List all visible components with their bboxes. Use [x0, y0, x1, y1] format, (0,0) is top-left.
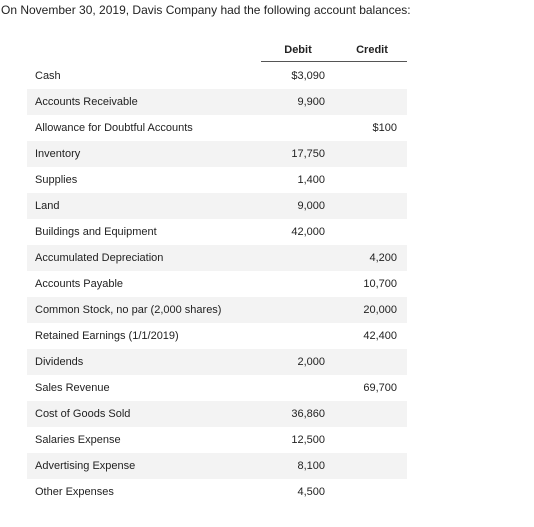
account-name: Accounts Payable: [35, 278, 124, 290]
table-row: Cost of Goods Sold 36,860: [27, 401, 407, 427]
account-name: Advertising Expense: [35, 460, 136, 472]
debit-value: 9,000: [297, 200, 325, 212]
account-name: Sales Revenue: [35, 382, 110, 394]
credit-column-header: Credit: [356, 44, 388, 56]
debit-value: 2,000: [297, 356, 325, 368]
debit-value: 8,100: [297, 460, 325, 472]
account-name: Cost of Goods Sold: [35, 408, 131, 420]
debit-value: 42,000: [291, 226, 325, 238]
table-row: Retained Earnings (1/1/2019) 42,400: [27, 323, 407, 349]
debit-value: 17,750: [291, 148, 325, 160]
table-row: Land 9,000: [27, 193, 407, 219]
table-row: Advertising Expense 8,100: [27, 453, 407, 479]
table-row: Supplies 1,400: [27, 167, 407, 193]
table-header: Debit Credit: [27, 40, 407, 62]
table-row: Accumulated Depreciation 4,200: [27, 245, 407, 271]
table-row: Sales Revenue 69,700: [27, 375, 407, 401]
table-row: Cash $3,090: [27, 63, 407, 89]
account-name: Accumulated Depreciation: [35, 252, 164, 264]
debit-value: 1,400: [297, 174, 325, 186]
table-row: Accounts Payable 10,700: [27, 271, 407, 297]
table-row: Other Expenses 4,500: [27, 479, 407, 505]
account-balances-table: Debit Credit Cash $3,090 Accounts Receiv…: [27, 40, 407, 505]
debit-column-header: Debit: [284, 44, 312, 56]
account-name: Supplies: [35, 174, 78, 186]
table-row: Buildings and Equipment 42,000: [27, 219, 407, 245]
account-name: Dividends: [35, 356, 84, 368]
table-row: Common Stock, no par (2,000 shares) 20,0…: [27, 297, 407, 323]
account-name: Common Stock, no par (2,000 shares): [35, 304, 222, 316]
account-name: Accounts Receivable: [35, 96, 138, 108]
credit-value: 42,400: [363, 330, 397, 342]
debit-value: 9,900: [297, 96, 325, 108]
debit-value: $3,090: [291, 70, 325, 82]
credit-value: 20,000: [363, 304, 397, 316]
credit-value: $100: [372, 122, 397, 134]
account-name: Other Expenses: [35, 486, 114, 498]
table-row: Salaries Expense 12,500: [27, 427, 407, 453]
debit-value: 12,500: [291, 434, 325, 446]
account-name: Inventory: [35, 148, 81, 160]
debit-value: 4,500: [297, 486, 325, 498]
credit-value: 10,700: [363, 278, 397, 290]
account-name: Buildings and Equipment: [35, 226, 157, 238]
account-name: Land: [35, 200, 60, 212]
table-row: Accounts Receivable 9,900: [27, 89, 407, 115]
account-name: Retained Earnings (1/1/2019): [35, 330, 179, 342]
table-row: Dividends 2,000: [27, 349, 407, 375]
table-row: Allowance for Doubtful Accounts $100: [27, 115, 407, 141]
account-name: Allowance for Doubtful Accounts: [35, 122, 193, 134]
credit-value: 69,700: [363, 382, 397, 394]
intro-text: On November 30, 2019, Davis Company had …: [1, 3, 411, 17]
table-row: Inventory 17,750: [27, 141, 407, 167]
header-divider: [261, 61, 407, 62]
account-name: Salaries Expense: [35, 434, 121, 446]
debit-value: 36,860: [291, 408, 325, 420]
credit-value: 4,200: [369, 252, 397, 264]
account-name: Cash: [35, 70, 61, 82]
